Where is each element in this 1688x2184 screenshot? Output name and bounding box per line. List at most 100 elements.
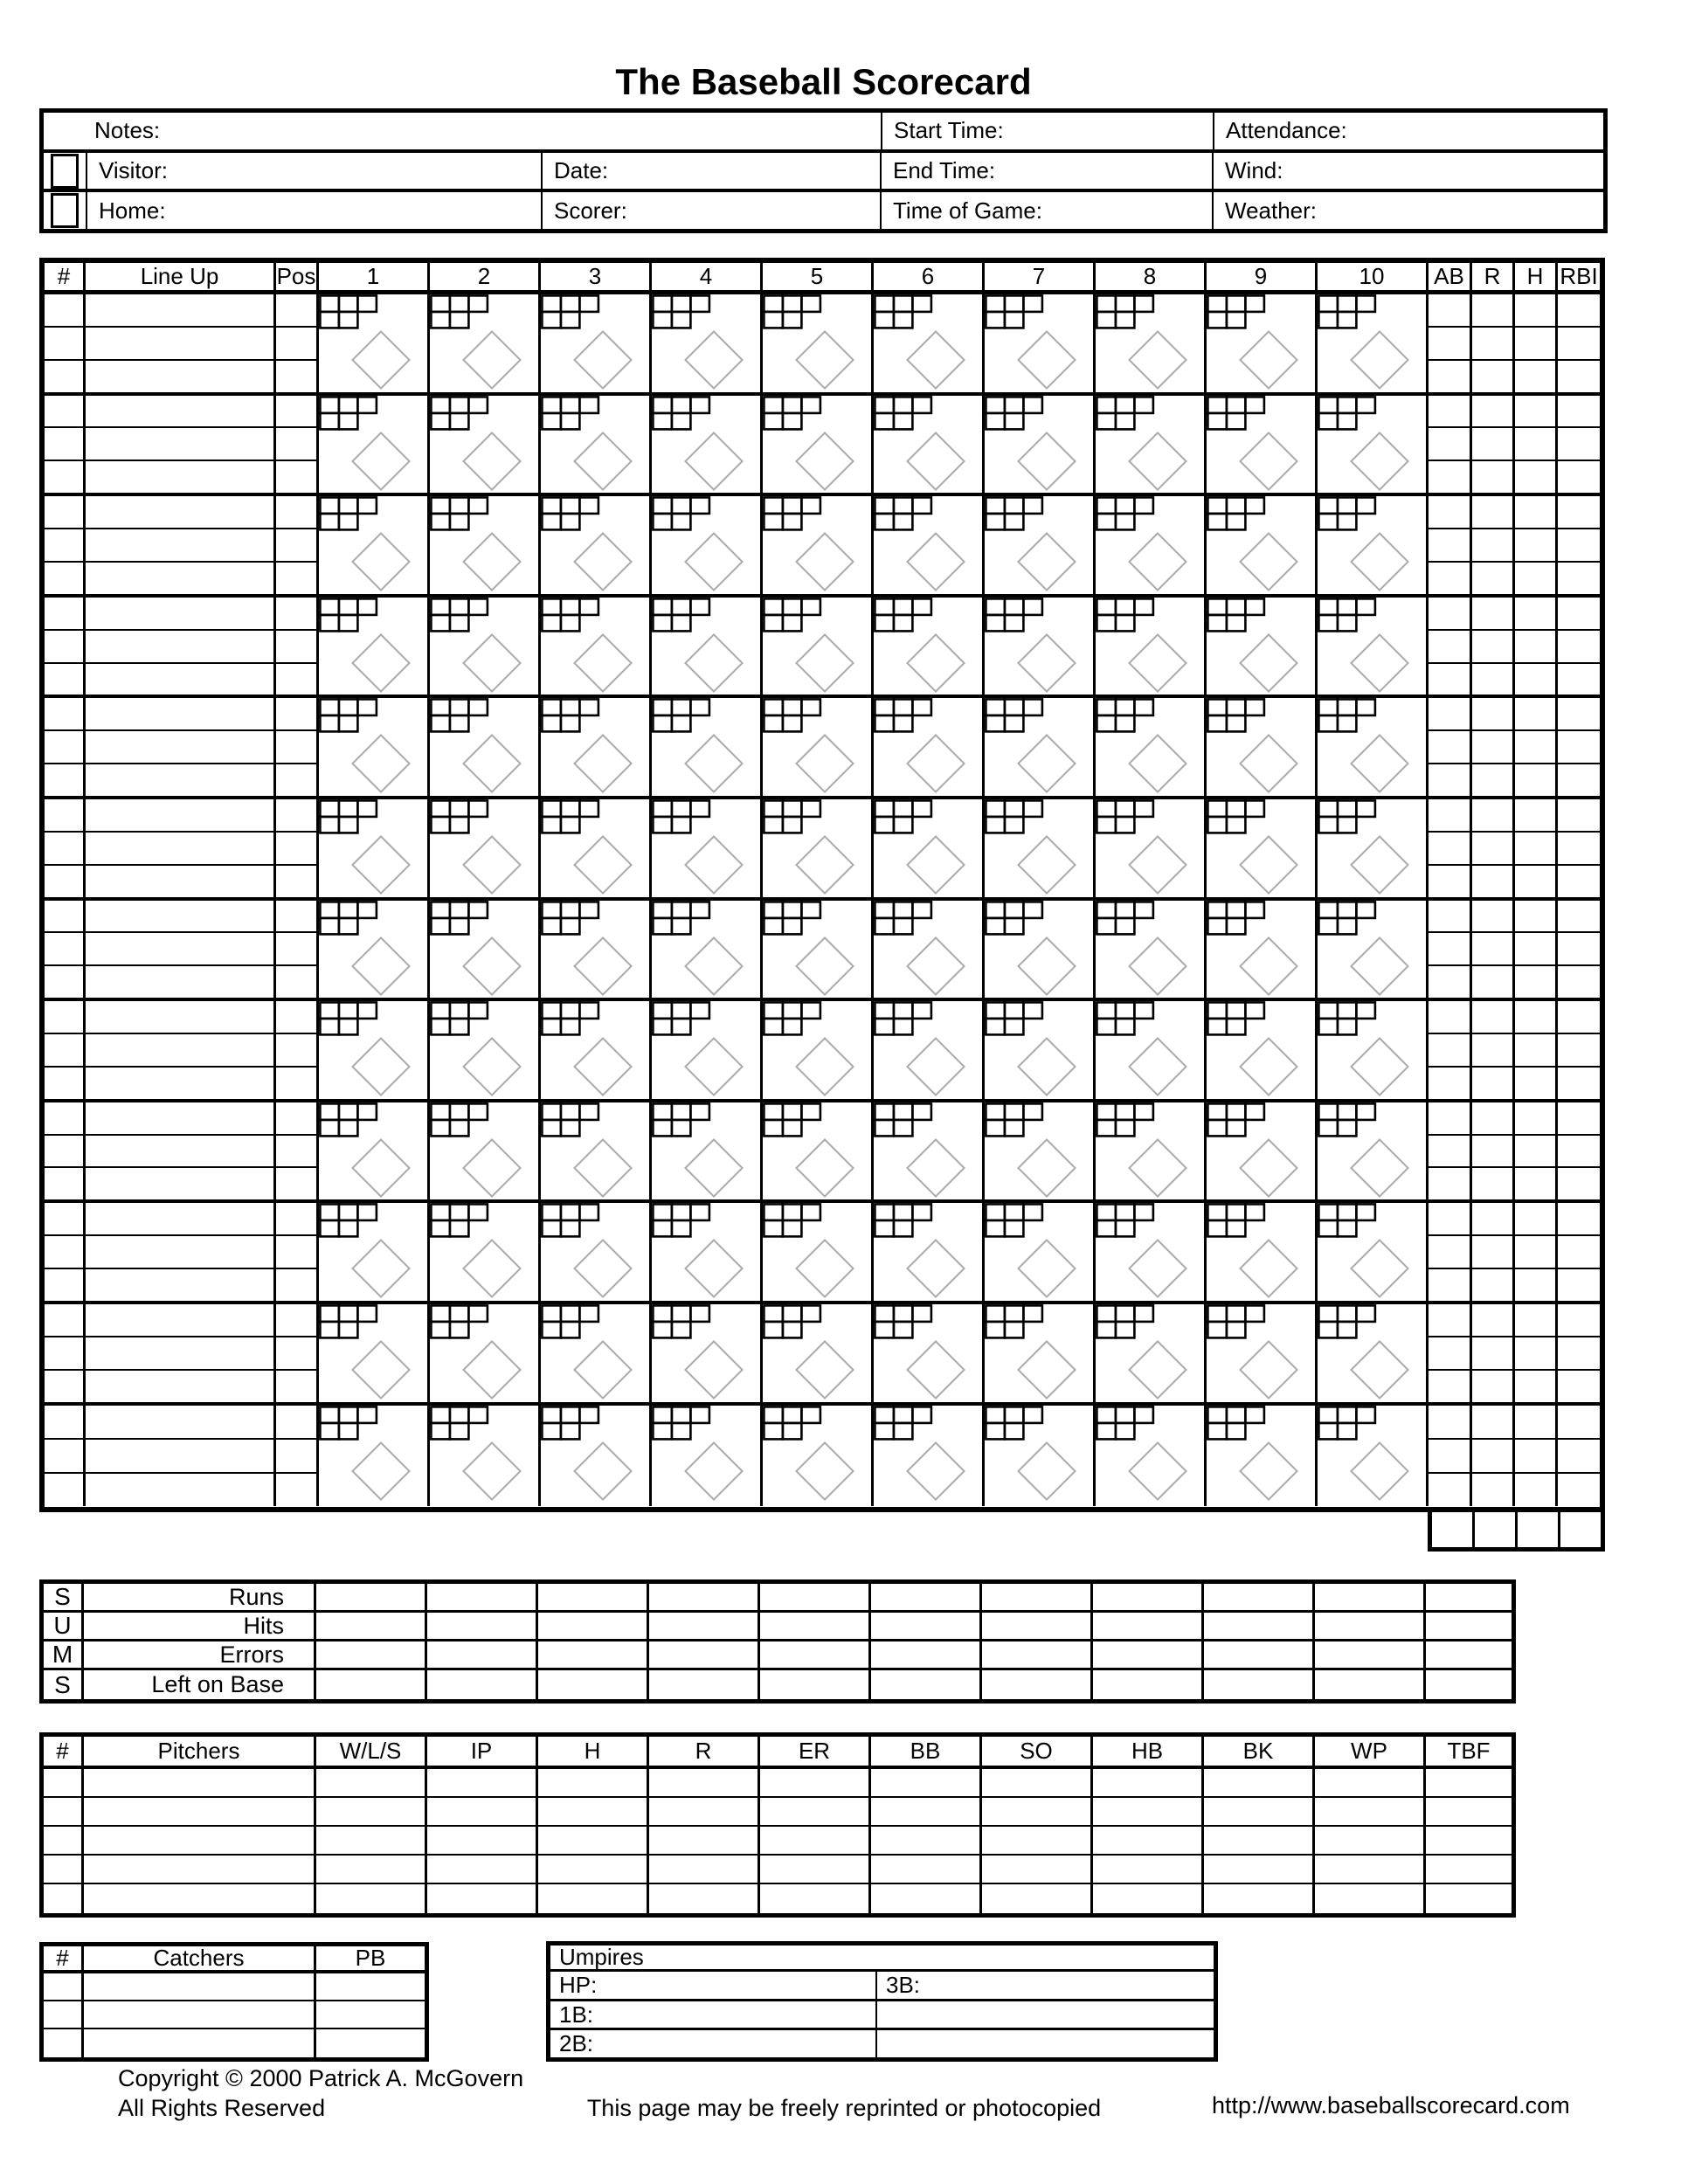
umpire-1b-field[interactable]: 1B: [550, 2001, 877, 2028]
stat-cell[interactable] [1515, 395, 1558, 497]
sums-value-cell[interactable] [649, 1584, 760, 1613]
pitcher-stat-cell[interactable] [84, 1856, 316, 1884]
pitcher-stat-cell[interactable] [982, 1884, 1093, 1913]
position-cell[interactable] [276, 1203, 319, 1304]
catcher-stat-cell[interactable] [44, 2001, 84, 2029]
inning-scoring-cell[interactable] [541, 1102, 652, 1204]
stat-cell[interactable] [1515, 496, 1558, 598]
inning-scoring-cell[interactable] [1096, 496, 1207, 598]
inning-scoring-cell[interactable] [541, 395, 652, 497]
inning-scoring-cell[interactable] [985, 1203, 1096, 1304]
position-cell[interactable] [276, 698, 319, 799]
inning-scoring-cell[interactable] [319, 1203, 430, 1304]
stat-cell[interactable] [1558, 1102, 1600, 1204]
inning-scoring-cell[interactable] [874, 1203, 985, 1304]
inning-scoring-cell[interactable] [874, 698, 985, 799]
inning-scoring-cell[interactable] [985, 1405, 1096, 1507]
stat-cell[interactable] [1558, 294, 1600, 396]
sums-value-cell[interactable] [538, 1613, 649, 1641]
player-name-cell[interactable] [86, 1203, 276, 1304]
inning-scoring-cell[interactable] [1096, 900, 1207, 1002]
sums-value-cell[interactable] [1204, 1641, 1315, 1670]
inning-scoring-cell[interactable] [1318, 395, 1429, 497]
inning-scoring-cell[interactable] [1096, 1001, 1207, 1102]
inning-scoring-cell[interactable] [763, 1303, 874, 1406]
stat-cell[interactable] [1472, 1001, 1515, 1102]
catcher-stat-cell[interactable] [84, 1973, 316, 2001]
inning-scoring-cell[interactable] [430, 294, 541, 396]
player-name-cell[interactable] [86, 698, 276, 799]
catcher-stat-cell[interactable] [316, 2001, 425, 2029]
position-cell[interactable] [276, 900, 319, 1002]
home-checkbox[interactable] [51, 193, 79, 229]
inning-scoring-cell[interactable] [1318, 597, 1429, 699]
sums-value-cell[interactable] [649, 1641, 760, 1670]
sums-value-cell[interactable] [538, 1641, 649, 1670]
inning-scoring-cell[interactable] [430, 395, 541, 497]
stat-cell[interactable] [1429, 496, 1472, 598]
stat-cell[interactable] [1429, 1405, 1472, 1507]
sums-value-cell[interactable] [1093, 1613, 1204, 1641]
position-cell[interactable] [276, 1405, 319, 1507]
player-name-cell[interactable] [86, 395, 276, 497]
inning-scoring-cell[interactable] [1207, 294, 1318, 396]
sums-value-cell[interactable] [982, 1641, 1093, 1670]
weather-field[interactable]: Weather: [1214, 192, 1603, 229]
inning-scoring-cell[interactable] [319, 496, 430, 598]
inning-scoring-cell[interactable] [319, 698, 430, 799]
pitcher-stat-cell[interactable] [84, 1798, 316, 1827]
pitcher-stat-cell[interactable] [316, 1769, 427, 1798]
inning-scoring-cell[interactable] [541, 496, 652, 598]
pitcher-stat-cell[interactable] [871, 1856, 982, 1884]
pitcher-stat-cell[interactable] [538, 1769, 649, 1798]
pitcher-stat-cell[interactable] [1204, 1798, 1315, 1827]
stat-cell[interactable] [1472, 1102, 1515, 1204]
sums-value-cell[interactable] [1093, 1641, 1204, 1670]
pitcher-stat-cell[interactable] [44, 1856, 84, 1884]
stat-cell[interactable] [1429, 395, 1472, 497]
position-cell[interactable] [276, 1102, 319, 1204]
inning-scoring-cell[interactable] [763, 798, 874, 901]
inning-scoring-cell[interactable] [1318, 900, 1429, 1002]
stat-cell[interactable] [1558, 1304, 1600, 1406]
total-ab-cell[interactable] [1432, 1512, 1475, 1547]
position-cell[interactable] [276, 294, 319, 396]
sums-value-cell[interactable] [871, 1641, 982, 1670]
inning-scoring-cell[interactable] [430, 597, 541, 699]
inning-scoring-cell[interactable] [541, 900, 652, 1002]
inning-scoring-cell[interactable] [430, 496, 541, 598]
pitcher-stat-cell[interactable] [427, 1827, 538, 1856]
inning-scoring-cell[interactable] [763, 597, 874, 699]
inning-scoring-cell[interactable] [1207, 698, 1318, 799]
catcher-stat-cell[interactable] [84, 2029, 316, 2057]
stat-cell[interactable] [1472, 698, 1515, 799]
pitcher-stat-cell[interactable] [44, 1884, 84, 1913]
date-field[interactable]: Date: [543, 152, 882, 190]
inning-scoring-cell[interactable] [1318, 1303, 1429, 1406]
pitcher-stat-cell[interactable] [1093, 1856, 1204, 1884]
pitcher-stat-cell[interactable] [871, 1827, 982, 1856]
sums-value-cell[interactable] [1093, 1584, 1204, 1613]
pitcher-stat-cell[interactable] [1204, 1884, 1315, 1913]
position-cell[interactable] [276, 597, 319, 699]
player-name-cell[interactable] [86, 1303, 276, 1406]
inning-scoring-cell[interactable] [430, 1303, 541, 1406]
inning-scoring-cell[interactable] [430, 1102, 541, 1204]
inning-scoring-cell[interactable] [1318, 1203, 1429, 1304]
sums-value-cell[interactable] [760, 1670, 871, 1699]
visitor-field[interactable]: Visitor: [87, 152, 543, 190]
inning-scoring-cell[interactable] [1096, 798, 1207, 901]
pitcher-stat-cell[interactable] [1315, 1769, 1426, 1798]
sums-value-cell[interactable] [427, 1670, 538, 1699]
time-of-game-field[interactable]: Time of Game: [882, 192, 1214, 230]
inning-scoring-cell[interactable] [652, 1203, 763, 1304]
pitcher-stat-cell[interactable] [316, 1884, 427, 1913]
inning-scoring-cell[interactable] [874, 900, 985, 1002]
sums-value-cell[interactable] [649, 1613, 760, 1641]
pitcher-stat-cell[interactable] [871, 1769, 982, 1798]
umpire-extra-field-1[interactable] [877, 2001, 1214, 2028]
stat-cell[interactable] [1429, 1203, 1472, 1304]
inning-scoring-cell[interactable] [1318, 496, 1429, 598]
sums-value-cell[interactable] [538, 1584, 649, 1613]
inning-scoring-cell[interactable] [430, 798, 541, 901]
